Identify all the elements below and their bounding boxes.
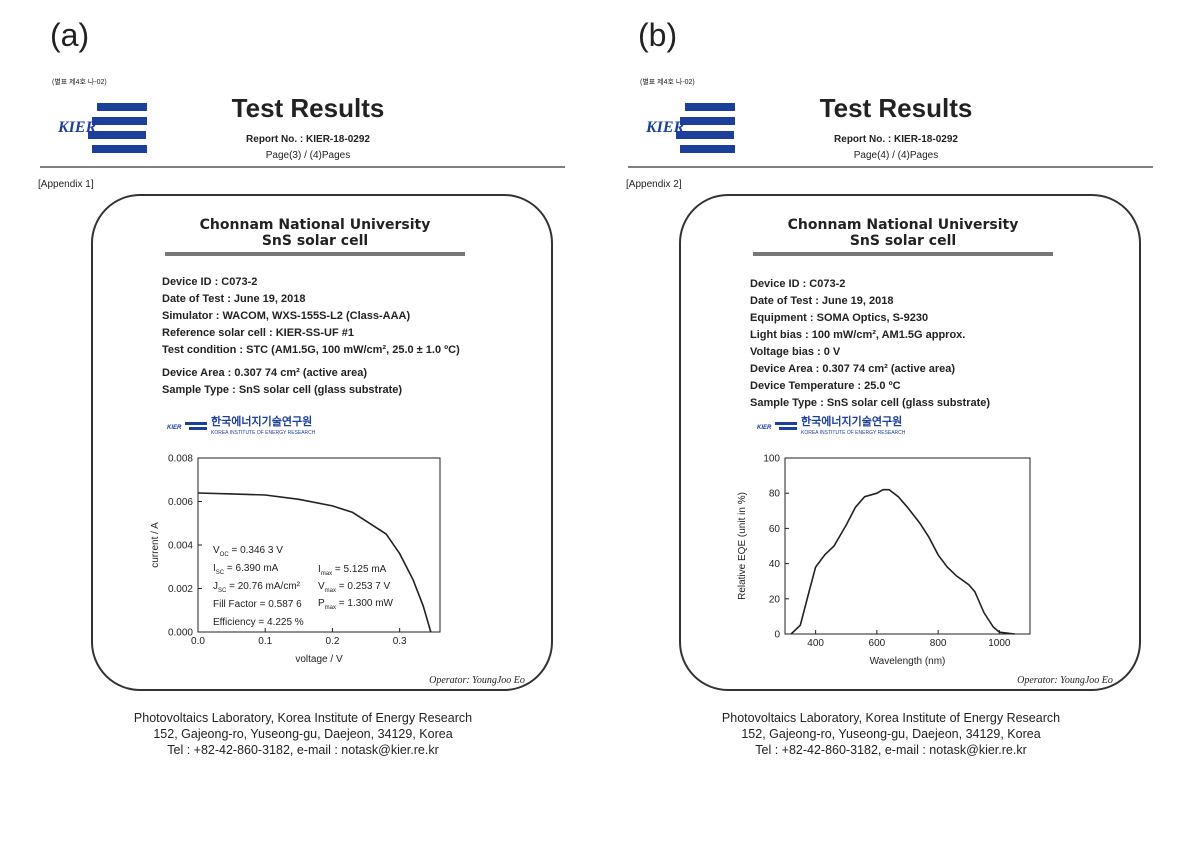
chart-logo-english: KOREA INSTITUTE OF ENERGY RESEARCH bbox=[211, 430, 316, 436]
form-code: (별표 제4호 나-02) bbox=[52, 77, 107, 86]
logo-stripe bbox=[676, 131, 734, 139]
logo-stripe bbox=[88, 131, 146, 139]
chart-logo-korean: 한국에너지기술연구원 bbox=[801, 414, 902, 428]
x-tick-label: 0.1 bbox=[258, 636, 272, 647]
box-subtitle: SnS solar cell bbox=[262, 233, 368, 249]
chart-logo-korean: 한국에너지기술연구원 bbox=[211, 414, 312, 428]
operator: Operator: YoungJoo Eo bbox=[1017, 675, 1113, 686]
appendix: [Appendix 2] bbox=[626, 179, 682, 190]
x-tick-label: 0.3 bbox=[393, 636, 407, 647]
info-line: Reference solar cell : KIER-SS-UF #1 bbox=[162, 327, 354, 339]
form-code: (별표 제4호 나-02) bbox=[640, 77, 695, 86]
y-tick-label: 100 bbox=[763, 454, 780, 465]
y-axis-label: current / A bbox=[150, 522, 161, 568]
document: (a) (별표 제4호 나-02) KIER Test Results Report N… bbox=[0, 0, 1185, 847]
y-tick-label: 40 bbox=[769, 559, 781, 570]
page-number: Page(4) / (4)Pages bbox=[854, 150, 939, 161]
report-no: Report No. : KIER-18-0292 bbox=[246, 134, 370, 145]
annotation-subscript: max bbox=[321, 571, 332, 577]
annotation-text: = 20.76 mA/cm² bbox=[226, 581, 300, 592]
chart-logo-stripe bbox=[185, 422, 207, 425]
page-number: Page(3) / (4)Pages bbox=[266, 150, 351, 161]
chart-logo-stripe bbox=[189, 427, 207, 430]
annotation-text: = 0.253 7 V bbox=[336, 581, 391, 592]
chart-logo-mark: KIER bbox=[757, 425, 772, 431]
footer-line: 152, Gajeong-ro, Yuseong-gu, Daejeon, 34… bbox=[741, 727, 1040, 741]
annotation-text: Efficiency = 4.225 % bbox=[213, 617, 304, 628]
y-tick-label: 0.006 bbox=[168, 497, 193, 508]
x-tick-label: 0.0 bbox=[191, 636, 205, 647]
footer-line: Photovoltaics Laboratory, Korea Institut… bbox=[134, 711, 472, 725]
logo-stripe bbox=[680, 117, 735, 125]
y-tick-label: 0.000 bbox=[168, 628, 193, 639]
y-tick-label: 0.002 bbox=[168, 584, 193, 595]
annotation-text: = 6.390 mA bbox=[224, 563, 279, 574]
footer-line: Photovoltaics Laboratory, Korea Institut… bbox=[722, 711, 1060, 725]
info-line: Date of Test : June 19, 2018 bbox=[162, 293, 305, 305]
footer-line: 152, Gajeong-ro, Yuseong-gu, Daejeon, 34… bbox=[153, 727, 452, 741]
chart-logo-stripe bbox=[775, 422, 797, 425]
footer-line: Tel : +82-42-860-3182, e-mail : notask@k… bbox=[167, 743, 439, 757]
logo-stripe bbox=[685, 103, 735, 111]
logo-text: KIER bbox=[645, 119, 685, 136]
info-line: Device ID : C073-2 bbox=[750, 278, 845, 290]
info-line: Device Area : 0.307 74 cm² (active area) bbox=[750, 363, 955, 375]
box-title: Chonnam National University bbox=[200, 217, 431, 233]
box-title: Chonnam National University bbox=[788, 217, 1019, 233]
y-tick-label: 0 bbox=[774, 630, 780, 641]
chart-logo-english: KOREA INSTITUTE OF ENERGY RESEARCH bbox=[801, 430, 906, 436]
info-line: Sample Type : SnS solar cell (glass subs… bbox=[750, 397, 990, 409]
info-line: Test condition : STC (AM1.5G, 100 mW/cm²… bbox=[162, 344, 460, 356]
title-bar bbox=[753, 252, 1053, 256]
x-tick-label: 0.2 bbox=[325, 636, 339, 647]
operator: Operator: YoungJoo Eo bbox=[429, 675, 525, 686]
logo-stripe bbox=[97, 103, 147, 111]
box-subtitle: SnS solar cell bbox=[850, 233, 956, 249]
x-tick-label: 800 bbox=[930, 638, 947, 649]
info-line: Sample Type : SnS solar cell (glass subs… bbox=[162, 384, 402, 396]
footer-line: Tel : +82-42-860-3182, e-mail : notask@k… bbox=[755, 743, 1027, 757]
annotation-text: = 5.125 mA bbox=[332, 564, 387, 575]
logo-text: KIER bbox=[57, 119, 97, 136]
chart-logo-mark: KIER bbox=[167, 425, 182, 431]
info-line: Simulator : WACOM, WXS-155S-L2 (Class-AA… bbox=[162, 310, 410, 322]
x-tick-label: 400 bbox=[807, 638, 824, 649]
annotation-text: = 1.300 mW bbox=[336, 598, 394, 609]
title-bar bbox=[165, 252, 465, 256]
report-no: Report No. : KIER-18-0292 bbox=[834, 134, 958, 145]
logo-stripe bbox=[92, 117, 147, 125]
logo-stripe bbox=[680, 145, 735, 153]
panel-label: (a) bbox=[50, 17, 89, 53]
annotation: Efficiency = 4.225 % bbox=[213, 617, 304, 628]
y-tick-label: 80 bbox=[769, 489, 781, 500]
x-tick-label: 1000 bbox=[988, 638, 1011, 649]
logo-stripe bbox=[92, 145, 147, 153]
annotation-text: Fill Factor = 0.587 6 bbox=[213, 599, 302, 610]
info-line: Voltage bias : 0 V bbox=[750, 346, 841, 358]
chart-logo-stripe bbox=[779, 427, 797, 430]
info-line: Equipment : SOMA Optics, S-9230 bbox=[750, 312, 928, 324]
info-line: Device Area : 0.307 74 cm² (active area) bbox=[162, 367, 367, 379]
y-tick-label: 20 bbox=[769, 594, 781, 605]
annotation-subscript: max bbox=[325, 605, 336, 611]
info-line: Device ID : C073-2 bbox=[162, 276, 257, 288]
annotation-text: = 0.346 3 V bbox=[229, 545, 284, 556]
panel-label: (b) bbox=[638, 17, 677, 53]
x-axis-label: Wavelength (nm) bbox=[870, 656, 946, 667]
annotation-subscript: max bbox=[325, 588, 336, 594]
appendix: [Appendix 1] bbox=[38, 179, 94, 190]
y-tick-label: 0.004 bbox=[168, 541, 193, 552]
report-title: Test Results bbox=[820, 93, 973, 123]
report-title: Test Results bbox=[232, 93, 385, 123]
info-line: Light bias : 100 mW/cm², AM1.5G approx. bbox=[750, 329, 965, 341]
y-axis-label: Relative EQE (unit in %) bbox=[737, 492, 748, 600]
info-line: Device Temperature : 25.0 ºC bbox=[750, 380, 901, 392]
info-line: Date of Test : June 19, 2018 bbox=[750, 295, 893, 307]
annotation: Fill Factor = 0.587 6 bbox=[213, 599, 302, 610]
y-tick-label: 0.008 bbox=[168, 454, 193, 465]
x-axis-label: voltage / V bbox=[295, 654, 343, 665]
y-tick-label: 60 bbox=[769, 524, 781, 535]
x-tick-label: 600 bbox=[869, 638, 886, 649]
